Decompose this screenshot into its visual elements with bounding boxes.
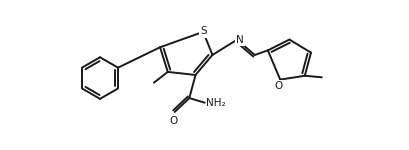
Text: O: O [169, 116, 177, 126]
Text: O: O [274, 81, 282, 91]
Text: N: N [236, 35, 243, 45]
Text: NH₂: NH₂ [206, 98, 225, 108]
Text: S: S [200, 26, 207, 36]
